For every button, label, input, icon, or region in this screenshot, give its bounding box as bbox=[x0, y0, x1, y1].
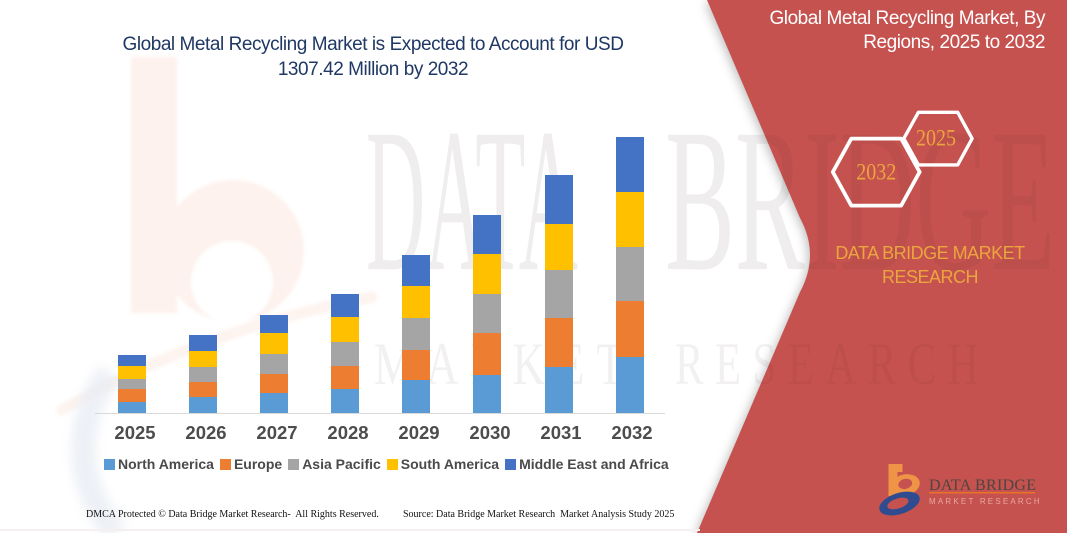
svg-text:DATA BRIDGE: DATA BRIDGE bbox=[929, 477, 1036, 494]
svg-text:2032: 2032 bbox=[856, 160, 896, 185]
svg-text:DATA: DATA bbox=[366, 87, 578, 314]
svg-text:RESEARCH: RESEARCH bbox=[675, 331, 990, 397]
svg-text:2025: 2025 bbox=[916, 126, 956, 151]
svg-text:MARKET RESEARCH: MARKET RESEARCH bbox=[929, 497, 1042, 506]
